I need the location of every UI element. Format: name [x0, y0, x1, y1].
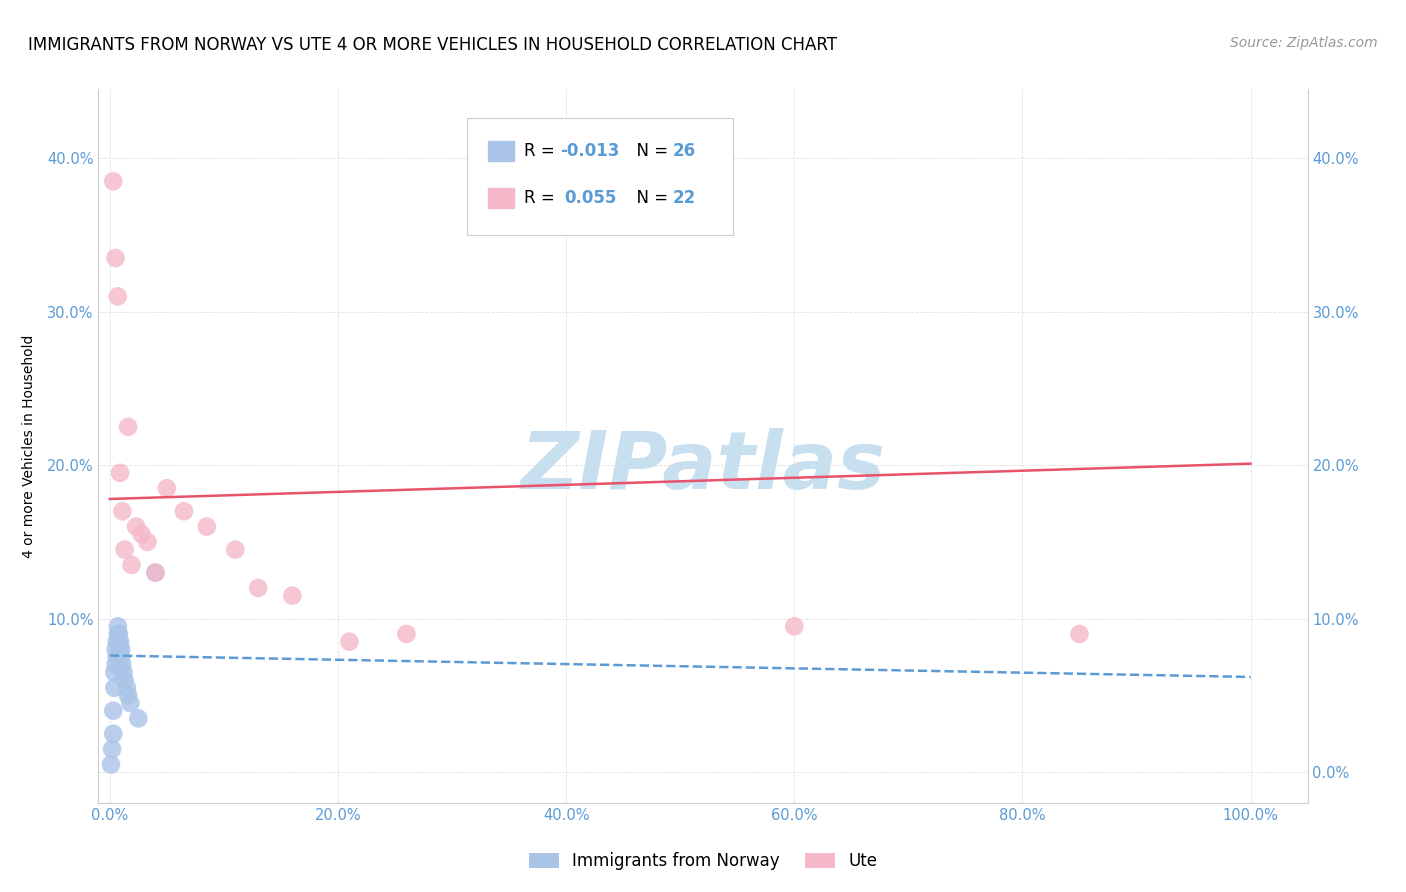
Point — [111, 504, 134, 518]
Text: ZIPatlas: ZIPatlas — [520, 428, 886, 507]
Point — [108, 627, 131, 641]
Point — [1069, 627, 1091, 641]
FancyBboxPatch shape — [467, 118, 734, 235]
Point — [107, 619, 129, 633]
Point — [103, 665, 125, 680]
Point — [117, 419, 139, 434]
Point — [103, 174, 125, 188]
Point — [110, 642, 132, 657]
Point — [395, 627, 418, 641]
Y-axis label: 4 or more Vehicles in Household: 4 or more Vehicles in Household — [22, 334, 35, 558]
Point — [145, 566, 167, 580]
Point — [108, 634, 131, 648]
Point — [156, 481, 179, 495]
Point — [114, 542, 136, 557]
Point — [111, 657, 134, 672]
Text: 22: 22 — [672, 189, 696, 207]
Point — [105, 650, 128, 665]
FancyBboxPatch shape — [488, 188, 515, 209]
Point — [125, 519, 148, 533]
Point — [337, 634, 360, 648]
Point — [136, 535, 159, 549]
Point — [112, 665, 135, 680]
Point — [173, 504, 195, 518]
Point — [195, 519, 218, 533]
Point — [103, 681, 125, 695]
Point — [110, 650, 132, 665]
Text: N =: N = — [626, 189, 673, 207]
Point — [108, 466, 131, 480]
Point — [121, 558, 143, 572]
Text: R =: R = — [524, 189, 565, 207]
Point — [107, 627, 129, 641]
FancyBboxPatch shape — [488, 141, 515, 161]
Legend: Immigrants from Norway, Ute: Immigrants from Norway, Ute — [522, 846, 884, 877]
Point — [107, 289, 129, 303]
Point — [117, 689, 139, 703]
Point — [127, 711, 149, 725]
Text: -0.013: -0.013 — [561, 143, 620, 161]
Point — [108, 634, 131, 648]
Text: IMMIGRANTS FROM NORWAY VS UTE 4 OR MORE VEHICLES IN HOUSEHOLD CORRELATION CHART: IMMIGRANTS FROM NORWAY VS UTE 4 OR MORE … — [28, 36, 837, 54]
Point — [100, 757, 122, 772]
Text: R =: R = — [524, 143, 560, 161]
Point — [281, 589, 304, 603]
Text: Source: ZipAtlas.com: Source: ZipAtlas.com — [1230, 36, 1378, 50]
Point — [114, 673, 136, 687]
Point — [120, 696, 142, 710]
Point — [103, 704, 125, 718]
Point — [101, 742, 124, 756]
Point — [783, 619, 806, 633]
Text: N =: N = — [626, 143, 673, 161]
Point — [108, 642, 131, 657]
Point — [104, 642, 127, 657]
Point — [224, 542, 246, 557]
Point — [247, 581, 270, 595]
Point — [131, 527, 153, 541]
Text: 0.055: 0.055 — [564, 189, 616, 207]
Point — [104, 657, 127, 672]
Point — [115, 681, 138, 695]
Point — [104, 251, 127, 265]
Point — [145, 566, 167, 580]
Point — [105, 634, 128, 648]
Text: 26: 26 — [672, 143, 696, 161]
Point — [103, 727, 125, 741]
